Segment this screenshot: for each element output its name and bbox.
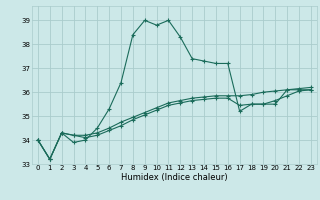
X-axis label: Humidex (Indice chaleur): Humidex (Indice chaleur) bbox=[121, 173, 228, 182]
